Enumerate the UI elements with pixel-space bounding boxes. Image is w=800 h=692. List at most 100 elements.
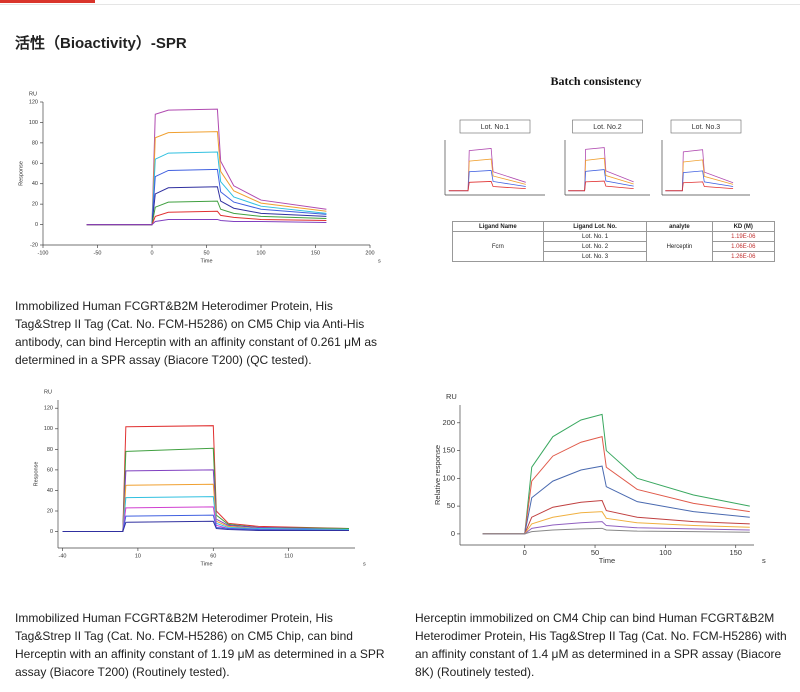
lot-cell: Lot. No. 2	[542, 241, 648, 252]
y-tick-label: 100	[442, 473, 455, 482]
series-line	[62, 447, 349, 533]
series-line	[86, 131, 327, 226]
caption: Herceptin immobilized on CM4 Chip can bi…	[415, 611, 787, 679]
y-tick-label: -20	[30, 242, 38, 248]
header-cell: Ligand Lot. No.	[542, 221, 648, 232]
series-line	[86, 218, 327, 226]
series-line	[62, 506, 349, 533]
series-line	[86, 210, 327, 226]
x-tick-label: 50	[203, 250, 209, 256]
y-tick-label: 20	[47, 508, 53, 514]
x-tick-label: 150	[729, 548, 742, 557]
y-tick-label: 100	[44, 426, 53, 432]
series-line	[62, 483, 349, 533]
series-line	[482, 511, 750, 535]
series-line	[568, 180, 634, 192]
series-line	[482, 465, 750, 535]
caption: Immobilized Human FCGRT&B2M Heterodimer …	[15, 611, 385, 679]
series-line	[482, 500, 750, 535]
y-tick-label: 40	[47, 488, 53, 494]
series-line	[568, 157, 634, 192]
y-tick-label: 80	[32, 140, 38, 146]
x-axis-label: Time	[599, 556, 615, 565]
series-line	[86, 168, 327, 226]
series-line	[482, 527, 750, 535]
lot-label-box	[459, 119, 531, 134]
lot-cell: Lot. No. 1	[542, 231, 648, 242]
kd-cell: 1.06E-06	[711, 241, 776, 252]
y-tick-label: 50	[447, 501, 455, 510]
y-tick-label: 80	[47, 447, 53, 453]
y-axis-label: Relative response	[433, 445, 442, 505]
x-axis-label: Time	[200, 258, 212, 264]
x-tick-label: 10	[135, 553, 141, 559]
y-tick-label: 0	[35, 222, 38, 228]
x-unit: s	[363, 561, 366, 567]
y-tick-label: 100	[29, 120, 38, 126]
x-axis-label: Time	[200, 561, 212, 567]
series-line	[86, 151, 327, 226]
series-line	[62, 514, 349, 533]
x-tick-label: 0	[150, 250, 153, 256]
lot-label-box	[670, 119, 742, 134]
series-line	[568, 147, 634, 192]
x-tick-label: -50	[94, 250, 102, 256]
series-line	[482, 436, 750, 535]
series-line	[482, 521, 750, 535]
series-line	[86, 186, 327, 226]
series-line	[482, 413, 750, 535]
y-tick-label: 20	[32, 202, 38, 208]
series-line	[86, 108, 327, 226]
y-tick-label: 150	[442, 446, 455, 455]
divider	[0, 4, 800, 5]
series-line	[62, 520, 349, 533]
section-title: 活性（Bioactivity）-SPR	[15, 35, 187, 52]
x-tick-label: 0	[523, 548, 527, 557]
x-unit: s	[762, 556, 766, 565]
series-line	[86, 200, 327, 226]
table-row: Lot. No. 3 1.26E-06	[453, 251, 776, 262]
y-tick-label: 40	[32, 181, 38, 187]
y-tick-label: 60	[47, 467, 53, 473]
table-row: Fcrn Lot. No. 1 Herceptin 1.19E-06	[452, 231, 776, 262]
series-line	[62, 469, 349, 533]
lot-label-box	[572, 119, 643, 134]
accent-bar	[0, 0, 95, 3]
lot-cell: Lot. No. 3	[542, 251, 648, 262]
y-unit: RU	[29, 91, 37, 97]
ligand-cell: Fcrn	[452, 231, 544, 262]
y-axis-label: Response	[18, 161, 24, 186]
y-tick-label: 200	[442, 418, 455, 427]
y-unit: RU	[446, 392, 457, 401]
kd-cell: 1.19E-06	[711, 231, 776, 242]
series-line	[665, 159, 734, 192]
series-line	[448, 181, 526, 192]
series-line	[568, 169, 634, 192]
x-tick-label: 150	[311, 250, 320, 256]
y-tick-label: 120	[44, 406, 53, 412]
header-cell: analyte	[646, 221, 713, 232]
x-tick-label: -100	[37, 250, 48, 256]
lot-label: Lot. No.2	[593, 124, 622, 131]
header-cell: Ligand Name	[452, 221, 544, 232]
x-tick-label: 60	[210, 553, 216, 559]
x-tick-label: 100	[256, 250, 265, 256]
header-cell: KD (M)	[711, 221, 776, 232]
series-line	[448, 170, 526, 192]
y-tick-label: 120	[29, 99, 38, 105]
x-unit: s	[378, 258, 381, 264]
caption: Immobilized Human FCGRT&B2M Heterodimer …	[15, 299, 378, 367]
analyte-cell: Herceptin	[646, 231, 713, 262]
series-line	[62, 425, 349, 533]
x-tick-label: -40	[59, 553, 67, 559]
lot-label: Lot. No.3	[692, 124, 721, 131]
series-line	[665, 181, 734, 192]
kd-cell: 1.26E-06	[711, 251, 776, 262]
x-tick-label: 110	[284, 553, 293, 559]
y-tick-label: 60	[32, 161, 38, 167]
y-unit: RU	[44, 389, 52, 395]
series-line	[665, 149, 734, 192]
y-tick-label: 0	[451, 529, 455, 538]
table-header: Ligand Name Ligand Lot. No. analyte KD (…	[452, 221, 776, 232]
